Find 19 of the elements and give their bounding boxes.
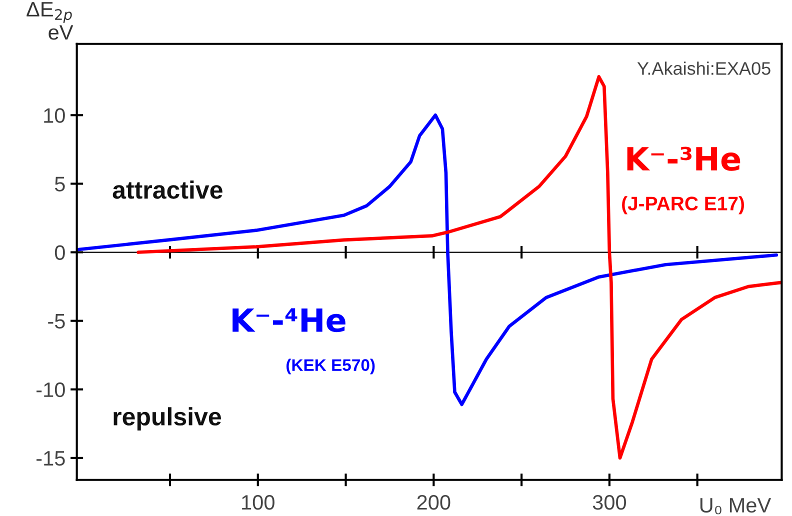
y-tick-label: -5	[48, 314, 65, 329]
annotation: repulsive	[114, 407, 221, 430]
y-tick-label: 5	[54, 176, 65, 192]
series-label: K⁻-³He	[627, 146, 740, 171]
x-tick-label: 200	[417, 495, 450, 510]
annotation: (J-PARC E17)	[622, 196, 744, 214]
x-axis-title: U₀ MeV	[700, 498, 772, 514]
annotation: attractive	[112, 180, 222, 199]
y-tick-label: 10	[44, 108, 65, 123]
line-series	[76, 113, 778, 406]
y-tick-label: 0	[54, 245, 65, 260]
x-tick-label: 100	[242, 495, 274, 510]
y-tick-label: -10	[36, 382, 65, 398]
y-tick-label: -15	[36, 451, 65, 466]
y-axis-title: ΔE$_{2p}$ eV	[26, 2, 74, 40]
annotation: Y.Akaishi:EXA05	[637, 62, 770, 75]
text: K⁻-⁴He	[232, 308, 346, 332]
annotation: (KEK E570)	[286, 358, 375, 374]
x-tick-label: 300	[592, 495, 626, 510]
